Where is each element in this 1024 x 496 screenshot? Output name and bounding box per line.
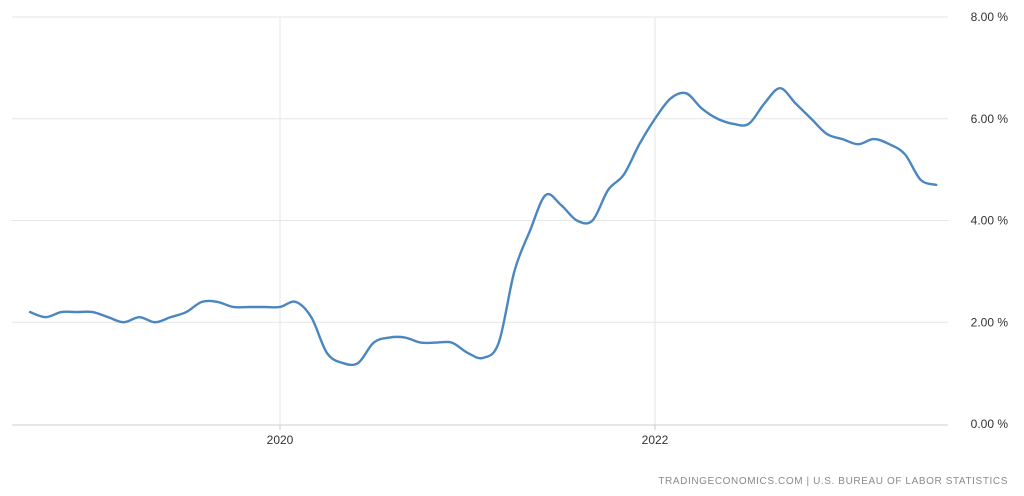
y-tick-label-1: 6.00 % bbox=[971, 112, 1009, 126]
x-tick-label-0: 2020 bbox=[267, 433, 294, 447]
source-credit: TRADINGECONOMICS.COM | U.S. BUREAU OF LA… bbox=[658, 476, 1008, 487]
series-layer bbox=[28, 87, 938, 367]
y-tick-label-0: 8.00 % bbox=[971, 10, 1009, 24]
x-tick-label-1: 2022 bbox=[642, 433, 669, 447]
y-tick-label-3: 2.00 % bbox=[971, 315, 1009, 329]
series-line-0 bbox=[28, 87, 938, 367]
vertical-gridlines bbox=[279, 17, 656, 430]
y-tick-label-4: 0.00 % bbox=[971, 417, 1009, 431]
y-tick-labels: 8.00 % 6.00 % 4.00 % 2.00 % 0.00 % bbox=[971, 10, 1009, 431]
x-tick-labels: 2020 2022 bbox=[267, 433, 669, 447]
horizontal-gridlines bbox=[12, 16, 948, 323]
y-tick-label-2: 4.00 % bbox=[971, 214, 1009, 228]
